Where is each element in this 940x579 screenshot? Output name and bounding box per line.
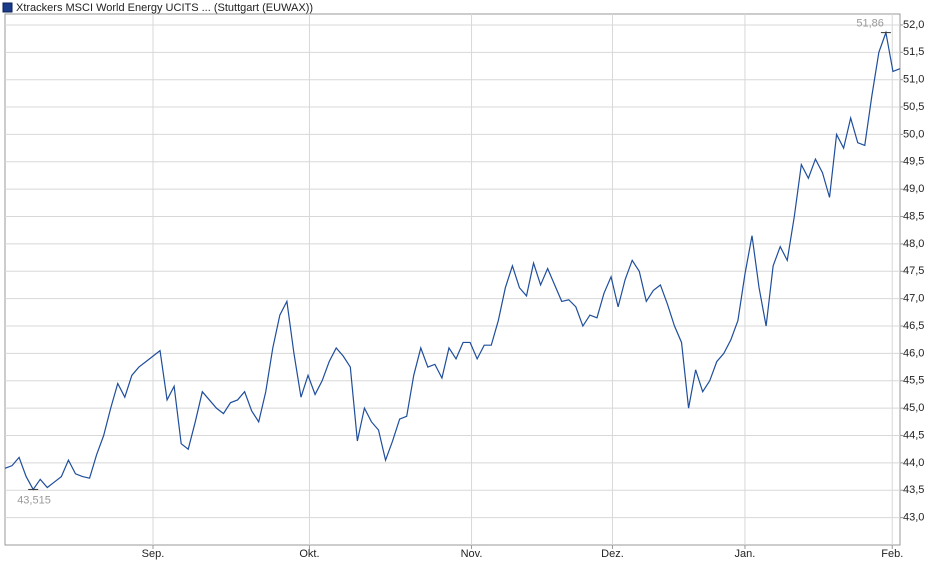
price-line	[4, 30, 901, 491]
y-tick-label: 47,5	[903, 265, 924, 277]
y-tick-label: 50,5	[903, 101, 924, 113]
y-tick-label: 43,0	[903, 512, 924, 524]
x-tick-label: Feb.	[881, 548, 903, 560]
y-tick-label: 45,5	[903, 375, 924, 387]
y-tick-label: 44,0	[903, 457, 924, 469]
y-tick-label: 49,5	[903, 156, 924, 168]
x-tick-label: Okt.	[299, 548, 319, 560]
x-tick-label: Nov.	[461, 548, 483, 560]
y-tick-label: 45,0	[903, 402, 924, 414]
x-tick-label: Sep.	[142, 548, 165, 560]
x-tick-label: Jan.	[735, 548, 756, 560]
y-tick-label: 48,0	[903, 238, 924, 250]
min-label: 43,515	[17, 494, 51, 506]
y-tick-label: 47,0	[903, 293, 924, 305]
y-tick-label: 43,5	[903, 484, 924, 496]
y-tick-label: 48,5	[903, 210, 924, 222]
y-tick-label: 50,0	[903, 128, 924, 140]
y-tick-label: 49,0	[903, 183, 924, 195]
plot-frame	[4, 13, 901, 546]
legend-label: Xtrackers MSCI World Energy UCITS ... (S…	[16, 2, 313, 14]
y-tick-label: 52,0	[903, 19, 924, 31]
y-tick-label: 51,0	[903, 74, 924, 86]
y-tick-label: 46,0	[903, 347, 924, 359]
x-tick-label: Dez.	[601, 548, 624, 560]
y-tick-label: 51,5	[903, 46, 924, 58]
legend-swatch	[2, 2, 13, 13]
max-label: 51,86	[856, 18, 884, 30]
y-tick-label: 46,5	[903, 320, 924, 332]
y-tick-label: 44,5	[903, 429, 924, 441]
